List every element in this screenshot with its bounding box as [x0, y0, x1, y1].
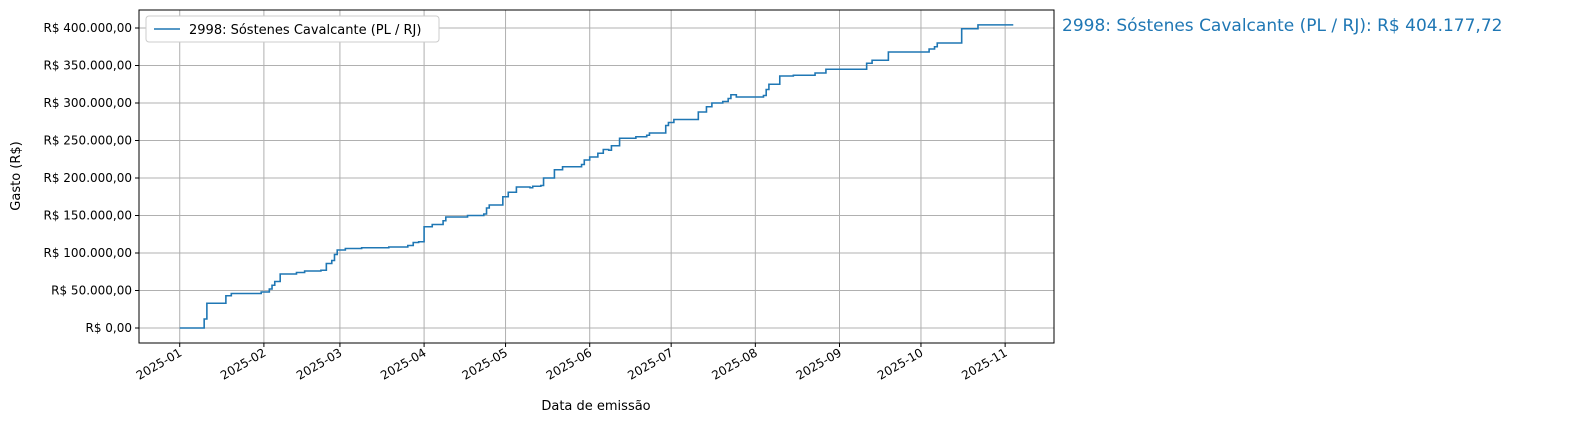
x-axis: 2025-01 2025-02 2025-03 2025-04 2025-05 2025-…: [134, 343, 1010, 383]
x-tick-label: 2025-05: [460, 345, 510, 382]
grid: [139, 10, 1054, 343]
x-tick-label: 2025-06: [544, 345, 594, 382]
x-tick-label: 2025-02: [218, 345, 268, 382]
x-tick-label: 2025-07: [625, 345, 675, 382]
y-tick-label: R$ 50.000,00: [51, 284, 132, 298]
plot-frame: [138, 9, 1055, 344]
y-tick-label: R$ 150.000,00: [44, 209, 133, 223]
total-annotation: 2998: Sóstenes Cavalcante (PL / RJ): R$ …: [1062, 16, 1502, 36]
y-tick-label: R$ 350.000,00: [44, 59, 133, 73]
x-tick-label: 2025-04: [378, 345, 428, 382]
legend-label: 2998: Sóstenes Cavalcante (PL / RJ): [189, 23, 421, 38]
x-tick-label: 2025-09: [794, 345, 844, 382]
x-tick-label: 2025-08: [709, 345, 759, 382]
series-line: [179, 24, 1014, 329]
x-axis-label: Data de emissão: [541, 399, 650, 414]
x-tick-label: 2025-03: [294, 345, 344, 382]
y-tick-label: R$ 0,00: [85, 321, 132, 335]
legend-box: [145, 15, 440, 43]
y-axis-label: Gasto (R$): [9, 141, 24, 210]
x-tick-label: 2025-11: [959, 345, 1009, 382]
legend: 2998: Sóstenes Cavalcante (PL / RJ): [145, 15, 440, 43]
y-tick-label: R$ 300.000,00: [44, 96, 133, 110]
x-tick-label: 2025-10: [875, 345, 925, 382]
y-axis: R$ 0,00 R$ 50.000,00 R$ 100.000,00 R$ 150.0…: [44, 21, 139, 335]
y-tick-label: R$ 100.000,00: [44, 246, 133, 260]
y-tick-label: R$ 200.000,00: [44, 171, 133, 185]
x-tick-label: 2025-01: [134, 345, 184, 382]
y-tick-label: R$ 400.000,00: [44, 21, 133, 35]
y-tick-label: R$ 250.000,00: [44, 134, 133, 148]
